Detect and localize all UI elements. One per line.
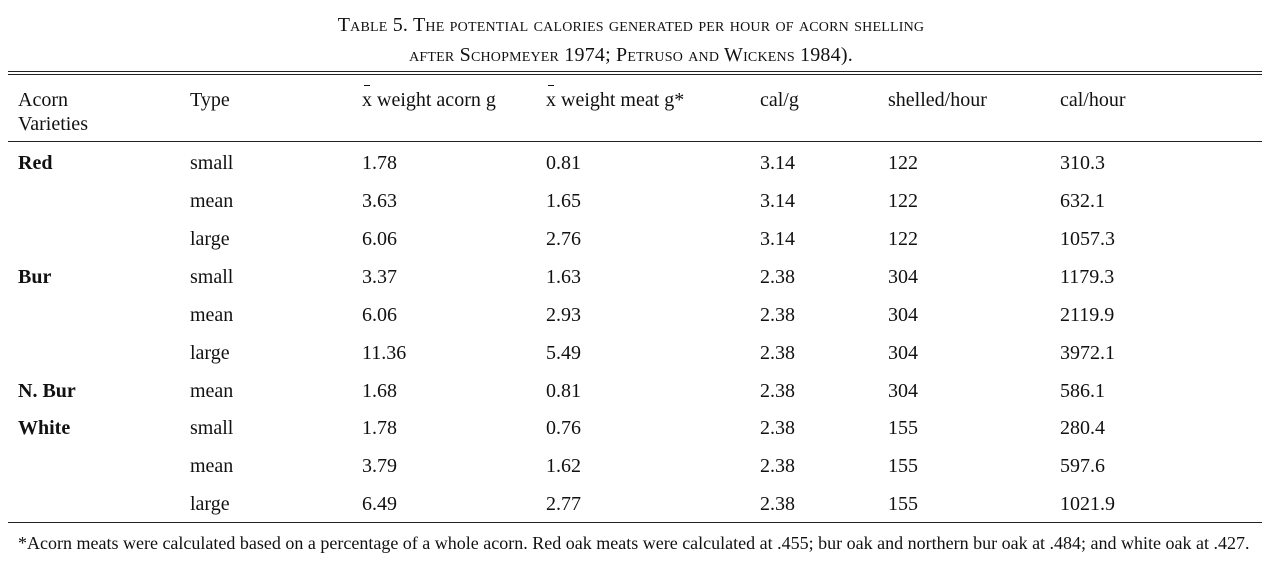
header-cal-per-hour: cal/hour: [1060, 89, 1126, 111]
cell-cal-per-hour: 2119.9: [1060, 304, 1115, 326]
header-shelled-per-hour: shelled/hour: [888, 89, 987, 111]
cell-acorn-weight: 1.78: [362, 152, 397, 174]
cell-shelled-per-hour: 155: [888, 417, 918, 439]
header-acorn-varieties: Acorn Varieties: [18, 89, 88, 135]
cell-cal-per-g: 2.38: [760, 342, 795, 364]
cell-type: small: [190, 417, 234, 439]
cell-cal-per-g: 2.38: [760, 266, 795, 288]
cell-cal-per-hour: 1179.3: [1060, 266, 1115, 288]
top-rule: [8, 71, 1262, 72]
cell-shelled-per-hour: 155: [888, 455, 918, 477]
cell-cal-per-hour: 586.1: [1060, 380, 1105, 402]
mean-symbol: x: [546, 85, 556, 111]
cell-meat-weight: 1.63: [546, 266, 581, 288]
table-caption-line2: after Schopmeyer 1974; Petruso and Wicke…: [409, 44, 853, 66]
cell-cal-per-g: 3.14: [760, 152, 795, 174]
cell-meat-weight: 2.76: [546, 228, 581, 250]
cell-shelled-per-hour: 304: [888, 380, 918, 402]
cell-cal-per-hour: 3972.1: [1060, 342, 1115, 364]
header-rule: [8, 141, 1262, 142]
cell-shelled-per-hour: 122: [888, 152, 918, 174]
cell-cal-per-g: 3.14: [760, 228, 795, 250]
cell-cal-per-g: 2.38: [760, 493, 795, 515]
cell-acorn-weight: 6.06: [362, 228, 397, 250]
cell-shelled-per-hour: 304: [888, 342, 918, 364]
cell-acorn-weight: 3.63: [362, 190, 397, 212]
cell-acorn-weight: 1.78: [362, 417, 397, 439]
cell-cal-per-hour: 597.6: [1060, 455, 1105, 477]
cell-type: mean: [190, 380, 234, 402]
table-footnote: *Acorn meats were calculated based on a …: [18, 533, 1250, 553]
bottom-rule: [8, 522, 1262, 523]
header-cal-per-g: cal/g: [760, 89, 799, 111]
cell-meat-weight: 1.62: [546, 455, 581, 477]
cell-meat-weight: 0.81: [546, 152, 581, 174]
cell-meat-weight: 0.81: [546, 380, 581, 402]
mean-symbol: x: [362, 85, 372, 111]
cell-type: large: [190, 493, 230, 515]
cell-acorn-weight: 6.49: [362, 493, 397, 515]
cell-cal-per-hour: 1057.3: [1060, 228, 1115, 250]
cell-type: small: [190, 266, 234, 288]
cell-acorn-weight: 11.36: [362, 342, 407, 364]
table-caption-line1: Table 5. The potential calories generate…: [337, 14, 925, 36]
cell-meat-weight: 0.76: [546, 417, 581, 439]
cell-shelled-per-hour: 304: [888, 304, 918, 326]
cell-cal-per-g: 2.38: [760, 455, 795, 477]
header-type: Type: [190, 89, 230, 111]
cell-meat-weight: 2.77: [546, 493, 581, 515]
cell-cal-per-g: 3.14: [760, 190, 795, 212]
cell-cal-per-hour: 632.1: [1060, 190, 1105, 212]
cell-shelled-per-hour: 304: [888, 266, 918, 288]
cell-acorn-weight: 3.79: [362, 455, 397, 477]
cell-type: mean: [190, 455, 234, 477]
cell-cal-per-g: 2.38: [760, 304, 795, 326]
cell-meat-weight: 5.49: [546, 342, 581, 364]
cell-shelled-per-hour: 122: [888, 228, 918, 250]
cell-variety: White: [18, 417, 71, 439]
cell-cal-per-hour: 1021.9: [1060, 493, 1115, 515]
top-rule-double: [8, 74, 1262, 75]
cell-cal-per-hour: 310.3: [1060, 152, 1105, 174]
cell-acorn-weight: 1.68: [362, 380, 397, 402]
cell-type: mean: [190, 304, 234, 326]
cell-cal-per-hour: 280.4: [1060, 417, 1105, 439]
cell-shelled-per-hour: 122: [888, 190, 918, 212]
cell-shelled-per-hour: 155: [888, 493, 918, 515]
cell-acorn-weight: 6.06: [362, 304, 397, 326]
header-mean-weight-acorn: x weight acorn g: [362, 85, 496, 111]
cell-type: mean: [190, 190, 234, 212]
cell-type: large: [190, 228, 230, 250]
header-mean-weight-meat: x weight meat g*: [546, 85, 685, 111]
cell-variety: Red: [18, 152, 53, 174]
cell-type: small: [190, 152, 234, 174]
cell-cal-per-g: 2.38: [760, 380, 795, 402]
cell-type: large: [190, 342, 230, 364]
cell-acorn-weight: 3.37: [362, 266, 397, 288]
cell-cal-per-g: 2.38: [760, 417, 795, 439]
cell-meat-weight: 2.93: [546, 304, 581, 326]
cell-variety: Bur: [18, 266, 52, 288]
cell-meat-weight: 1.65: [546, 190, 581, 212]
cell-variety: N. Bur: [18, 380, 76, 402]
